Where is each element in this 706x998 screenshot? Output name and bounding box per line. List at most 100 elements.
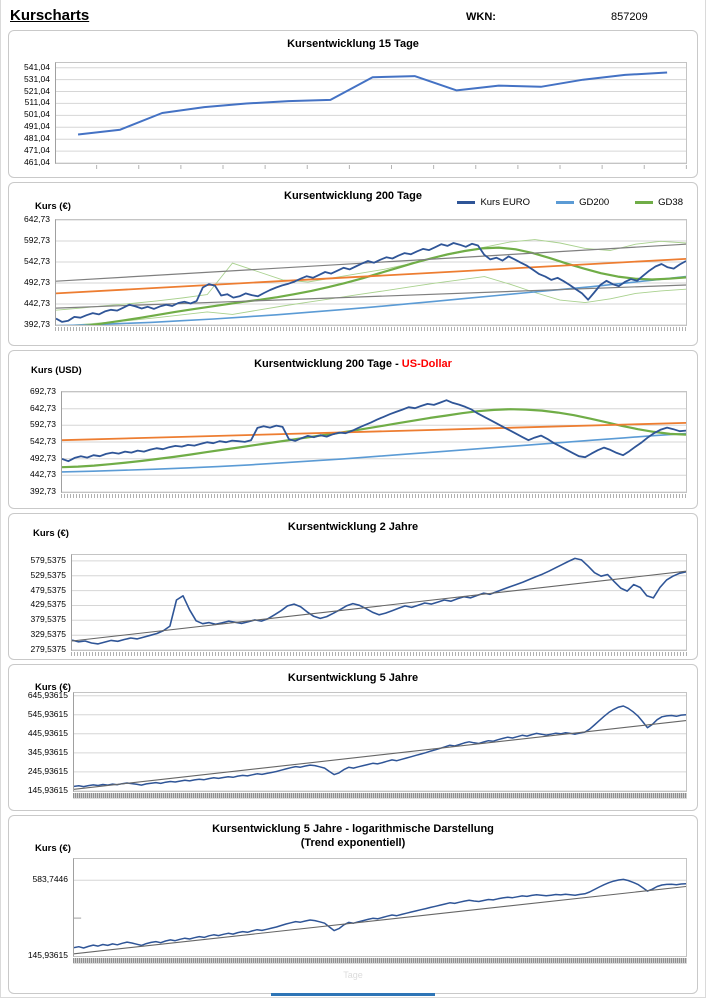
y-tick-label: 492,73 xyxy=(30,452,56,463)
y-tick-label: 145,93615 xyxy=(27,950,68,960)
chart-title: Kursentwicklung 2 Jahre xyxy=(9,514,697,534)
chart-title-text: Kursentwicklung 200 Tage xyxy=(284,190,422,202)
plot-column xyxy=(55,219,687,331)
legend-line-swatch xyxy=(457,201,476,204)
y-tick-label: 692,73 xyxy=(30,386,56,396)
plot-column xyxy=(71,554,687,656)
series-trend xyxy=(74,721,686,790)
chart-title: Kursentwicklung 200 Tage - US-Dollar xyxy=(9,351,697,371)
plot-column xyxy=(61,391,687,498)
chart-title: Kursentwicklung 15 Tage xyxy=(9,31,697,51)
chart-title-accent: US-Dollar xyxy=(401,358,452,370)
y-tick-label: 379,5375 xyxy=(30,614,66,625)
plot-row: 642,73 592,73 542,73 492,73 442,73 392,73 xyxy=(9,214,697,331)
series-kurs-euro xyxy=(56,243,686,322)
series-gd38 xyxy=(62,409,686,467)
plot-column xyxy=(73,858,687,964)
series-trend xyxy=(74,887,686,954)
series-trend xyxy=(62,423,686,440)
y-tick-label: 392,73 xyxy=(30,486,56,496)
y-tick-label: 145,93615 xyxy=(27,785,68,795)
plot-area xyxy=(55,62,687,164)
plot-area xyxy=(71,554,687,651)
chart-title: Kursentwicklung 5 Jahre - logarithmische… xyxy=(9,816,697,836)
series-kurs xyxy=(78,73,667,135)
chart-200-tage-usd: Kursentwicklung 200 Tage - US-Dollar Kur… xyxy=(8,350,698,509)
y-tick-label: 531,04 xyxy=(24,73,50,84)
chart-5-jahre-log: Kursentwicklung 5 Jahre - logarithmische… xyxy=(8,815,698,994)
series-kanal-unten xyxy=(56,285,686,308)
series-band-oben xyxy=(56,240,686,311)
y-tick-label: 492,73 xyxy=(24,277,50,287)
y-tick-label: 392,73 xyxy=(24,319,50,329)
chart-title: Kursentwicklung 5 Jahre xyxy=(9,665,697,685)
x-axis-ticks xyxy=(71,652,687,656)
series-trend xyxy=(56,259,686,294)
chart-title-text: Kursentwicklung 15 Tage xyxy=(287,38,419,50)
y-tick-label: 542,73 xyxy=(24,256,50,266)
y-tick-label: 445,93615 xyxy=(27,727,68,738)
plot-area xyxy=(73,692,687,792)
cut-off-element xyxy=(271,993,435,996)
plot-area xyxy=(73,858,687,957)
chart-subtitle: (Trend exponentiell) xyxy=(300,837,406,849)
y-axis-labels: 579,5375 529,5375 479,5375 429,5375 379,5375… xyxy=(9,554,71,654)
chart-title-text: Kursentwicklung 5 Jahre - logarithmische… xyxy=(212,823,494,835)
x-axis-ticks xyxy=(73,793,687,799)
y-tick-label: 245,93615 xyxy=(27,765,68,776)
legend-label: Kurs EURO xyxy=(480,197,531,208)
y-axis-labels: 541,04 531,04 521,04 511,04 501,04 491,04 481,… xyxy=(9,61,55,167)
legend-label: GD200 xyxy=(579,197,610,208)
y-axis-labels: 645,93615 545,93615 445,93615 345,93615 245,… xyxy=(9,690,73,795)
chart-5-jahre: Kursentwicklung 5 Jahre Kurs (€) 645,936… xyxy=(8,664,698,811)
legend-line-swatch xyxy=(556,201,575,204)
chart-legend: Kurs EURO GD200 GD38 xyxy=(457,197,683,208)
series-trend xyxy=(72,571,686,641)
plot-row: 583,7446 145,93615 xyxy=(9,858,697,964)
y-tick-label: 345,93615 xyxy=(27,746,68,757)
plot-column xyxy=(55,62,687,169)
y-axis-labels: 583,7446 145,93615 xyxy=(9,858,73,960)
y-tick-label: 491,04 xyxy=(24,121,50,132)
y-tick-label: 545,93615 xyxy=(27,708,68,719)
x-axis-ticks xyxy=(73,958,687,964)
y-axis-title: Kurs (€) xyxy=(33,528,69,539)
y-tick-label: 579,5375 xyxy=(30,554,66,565)
y-tick-label: 521,04 xyxy=(24,85,50,96)
y-axis-labels: 692,73 642,73 592,73 542,73 492,73 442,73 392,… xyxy=(9,386,61,496)
plot-row: 541,04 531,04 521,04 511,04 501,04 491,04 481,… xyxy=(9,62,697,169)
x-axis-ticks xyxy=(61,494,687,498)
series-gd200 xyxy=(62,434,686,472)
series-kurs xyxy=(72,558,686,644)
y-tick-label: 542,73 xyxy=(30,436,56,446)
y-tick-label: 442,73 xyxy=(30,469,56,480)
plot-row: 579,5375 529,5375 479,5375 429,5375 379,5375… xyxy=(9,554,697,656)
y-tick-label: 461,04 xyxy=(24,157,50,167)
series-kurs xyxy=(74,879,686,948)
series-kurs-usd xyxy=(62,400,686,461)
y-tick-label: 583,7446 xyxy=(32,874,68,885)
y-tick-label: 642,73 xyxy=(30,402,56,413)
x-axis-ticks xyxy=(55,165,687,169)
wkn-value: 857209 xyxy=(611,11,648,23)
legend-line-swatch xyxy=(635,201,654,204)
chart-title-text: Kursentwicklung 2 Jahre xyxy=(287,521,419,533)
legend-item: GD200 xyxy=(556,197,609,208)
series-band-unten xyxy=(56,277,686,325)
y-axis-title: Kurs (USD) xyxy=(31,365,82,376)
plot-area xyxy=(61,391,687,493)
y-tick-label: 642,73 xyxy=(24,214,50,224)
chart-title-text: Kursentwicklung 5 Jahre xyxy=(287,672,419,684)
plot-row: 692,73 642,73 592,73 542,73 492,73 442,73 392,… xyxy=(9,386,697,498)
y-tick-label: 541,04 xyxy=(24,61,50,72)
x-axis-title: Tage xyxy=(343,970,363,980)
y-tick-label: 429,5375 xyxy=(30,599,66,610)
y-tick-label: 592,73 xyxy=(24,235,50,245)
chart-15-tage: Kursentwicklung 15 Tage 541,04 531,04 521,… xyxy=(8,30,698,178)
series-kurs xyxy=(74,706,686,787)
chart-title-text: Kursentwicklung 200 Tage - xyxy=(254,358,402,370)
series-gd200 xyxy=(56,277,686,325)
y-axis-title: Kurs (€) xyxy=(35,201,71,212)
x-axis-ticks xyxy=(55,327,687,331)
